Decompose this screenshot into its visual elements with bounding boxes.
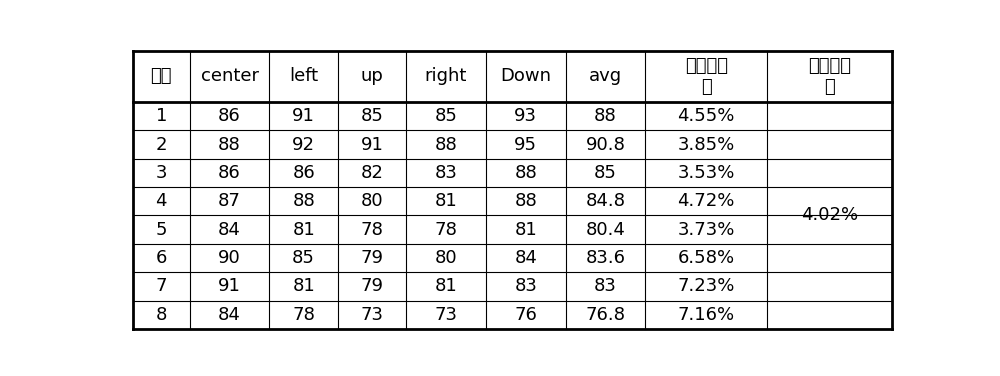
Text: 81: 81	[292, 277, 315, 295]
Text: avg: avg	[589, 67, 622, 85]
Text: Down: Down	[500, 67, 551, 85]
Text: 85: 85	[292, 249, 315, 267]
Text: 4: 4	[155, 192, 167, 210]
Text: 76: 76	[514, 306, 537, 324]
Text: 83: 83	[435, 164, 457, 182]
Text: right: right	[425, 67, 467, 85]
Text: 73: 73	[360, 306, 383, 324]
Text: 5: 5	[155, 221, 167, 239]
Text: 7.16%: 7.16%	[678, 306, 735, 324]
Text: 73: 73	[435, 306, 458, 324]
Text: 83.6: 83.6	[586, 249, 626, 267]
Text: 91: 91	[361, 136, 383, 153]
Text: 84: 84	[218, 221, 241, 239]
Text: 88: 88	[435, 136, 457, 153]
Text: 88: 88	[292, 192, 315, 210]
Text: 4.72%: 4.72%	[677, 192, 735, 210]
Text: 81: 81	[435, 277, 457, 295]
Text: 2: 2	[155, 136, 167, 153]
Text: 片间均匀
性: 片间均匀 性	[808, 57, 851, 96]
Text: 95: 95	[514, 136, 537, 153]
Text: 83: 83	[514, 277, 537, 295]
Text: 79: 79	[360, 277, 383, 295]
Text: 81: 81	[435, 192, 457, 210]
Text: 温区: 温区	[150, 67, 172, 85]
Text: 84: 84	[514, 249, 537, 267]
Text: 79: 79	[360, 249, 383, 267]
Text: 7.23%: 7.23%	[677, 277, 735, 295]
Text: 85: 85	[435, 107, 457, 125]
Text: 81: 81	[514, 221, 537, 239]
Text: 86: 86	[218, 107, 241, 125]
Text: 7: 7	[155, 277, 167, 295]
Text: 4.02%: 4.02%	[801, 206, 858, 224]
Text: 82: 82	[361, 164, 383, 182]
Text: 88: 88	[218, 136, 241, 153]
Text: 78: 78	[361, 221, 383, 239]
Text: 93: 93	[514, 107, 537, 125]
Text: 88: 88	[594, 107, 617, 125]
Text: 80: 80	[435, 249, 457, 267]
Text: 92: 92	[292, 136, 315, 153]
Text: 1: 1	[156, 107, 167, 125]
Text: 8: 8	[156, 306, 167, 324]
Text: 90: 90	[218, 249, 241, 267]
Text: left: left	[289, 67, 318, 85]
Text: 86: 86	[218, 164, 241, 182]
Text: 80.4: 80.4	[586, 221, 625, 239]
Text: 4.55%: 4.55%	[677, 107, 735, 125]
Text: 78: 78	[292, 306, 315, 324]
Text: 84: 84	[218, 306, 241, 324]
Text: 78: 78	[435, 221, 457, 239]
Text: 3.53%: 3.53%	[677, 164, 735, 182]
Text: 86: 86	[292, 164, 315, 182]
Text: 91: 91	[218, 277, 241, 295]
Text: 85: 85	[361, 107, 383, 125]
Text: 6.58%: 6.58%	[678, 249, 735, 267]
Text: 85: 85	[594, 164, 617, 182]
Text: up: up	[361, 67, 383, 85]
Text: 片内均匀
性: 片内均匀 性	[685, 57, 728, 96]
Text: 90.8: 90.8	[586, 136, 625, 153]
Text: 81: 81	[292, 221, 315, 239]
Text: center: center	[201, 67, 259, 85]
Text: 88: 88	[514, 192, 537, 210]
Text: 76.8: 76.8	[586, 306, 626, 324]
Text: 3: 3	[155, 164, 167, 182]
Text: 84.8: 84.8	[586, 192, 626, 210]
Text: 6: 6	[156, 249, 167, 267]
Text: 83: 83	[594, 277, 617, 295]
Text: 80: 80	[361, 192, 383, 210]
Text: 91: 91	[292, 107, 315, 125]
Text: 87: 87	[218, 192, 241, 210]
Text: 3.73%: 3.73%	[677, 221, 735, 239]
Text: 3.85%: 3.85%	[678, 136, 735, 153]
Text: 88: 88	[514, 164, 537, 182]
